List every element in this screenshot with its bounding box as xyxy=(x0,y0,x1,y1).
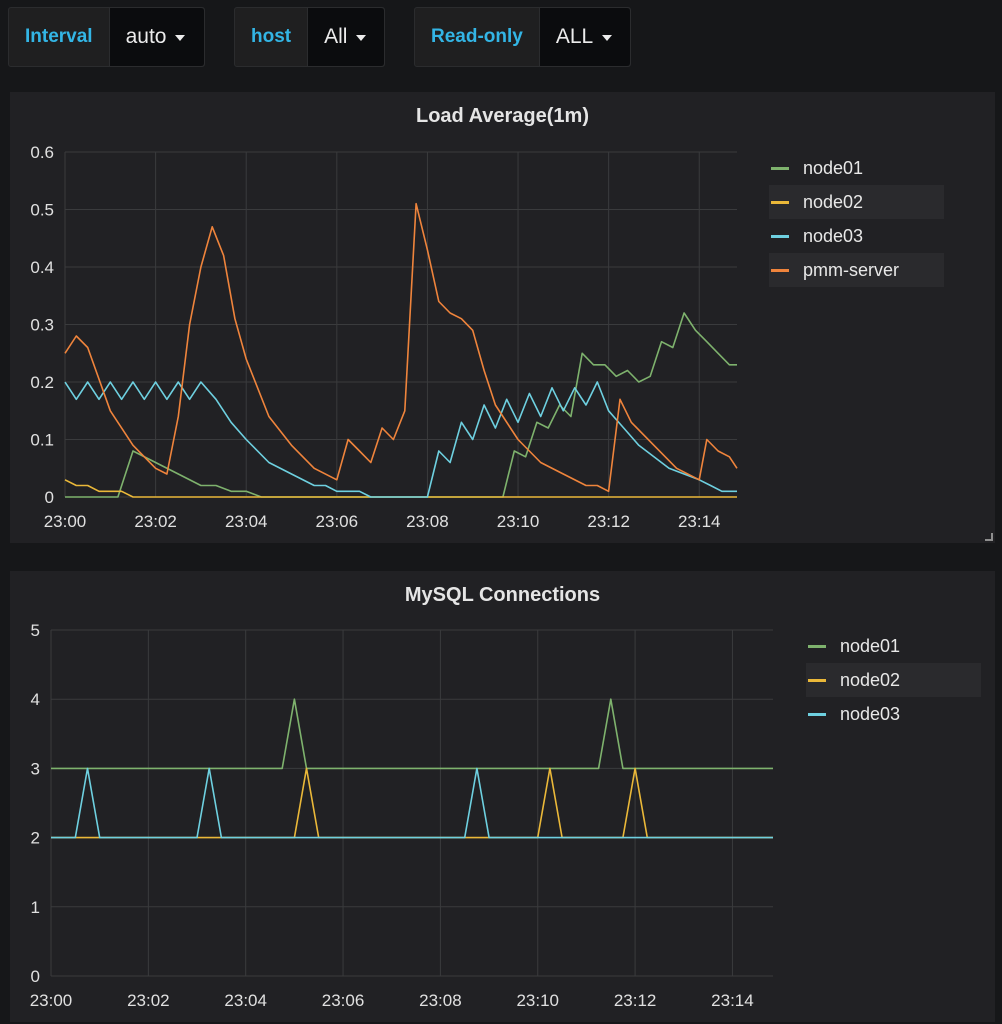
y-tick-label: 3 xyxy=(31,759,40,778)
y-tick-label: 0.3 xyxy=(30,316,54,335)
legend: node01 node02 node03 pmm-server xyxy=(769,151,944,287)
x-tick-label: 23:06 xyxy=(316,512,359,531)
y-tick-label: 0.2 xyxy=(30,373,54,392)
x-tick-label: 23:02 xyxy=(127,991,170,1010)
y-tick-label: 0.6 xyxy=(30,143,54,162)
legend-label: node02 xyxy=(840,669,901,690)
legend-item-node01[interactable]: node01 xyxy=(769,151,944,185)
x-tick-label: 23:04 xyxy=(225,512,268,531)
legend-label: node01 xyxy=(840,635,901,656)
legend-swatch xyxy=(808,678,826,682)
mysql-connections-panel: MySQL Connections 0 1 2 3 4 5 23:00 23:02 23:04 2… xyxy=(10,571,995,1022)
interval-dropdown[interactable]: auto xyxy=(108,8,204,66)
host-variable: host All xyxy=(234,7,386,67)
host-label: host xyxy=(251,26,292,47)
legend-item-node02[interactable]: node02 xyxy=(769,185,944,219)
legend-item-node03[interactable]: node03 xyxy=(806,697,981,731)
x-tick-label: 23:00 xyxy=(44,512,87,531)
y-tick-label: 0 xyxy=(45,488,54,507)
chevron-down-icon xyxy=(175,35,186,41)
legend-label: node03 xyxy=(840,703,901,724)
chevron-down-icon xyxy=(356,35,367,41)
load-average-chart: 0 0.1 0.2 0.3 0.4 0.5 0.6 23:00 23:02 23:04 23:06 2… xyxy=(30,143,738,531)
legend-item-pmm-server[interactable]: pmm-server xyxy=(769,253,944,287)
legend-swatch xyxy=(808,644,826,648)
series-line-node03 xyxy=(64,381,737,498)
resize-handle[interactable] xyxy=(985,533,993,541)
y-tick-label: 0 xyxy=(31,967,40,986)
legend-swatch xyxy=(771,166,789,170)
interval-value: auto xyxy=(125,25,167,48)
x-tick-label: 23:12 xyxy=(587,512,630,531)
series-line-node01 xyxy=(65,312,737,498)
read-only-variable: Read-only ALL xyxy=(414,7,631,67)
load-average-panel: Load Average(1m) 0 0.1 0.2 0.3 0.4 0.5 0.6 23:0… xyxy=(10,92,995,543)
x-tick-label: 23:00 xyxy=(30,991,73,1010)
legend-swatch xyxy=(771,268,789,272)
series-line-node02 xyxy=(51,767,773,839)
legend-swatch xyxy=(771,200,789,204)
legend-label: node02 xyxy=(803,191,864,212)
x-tick-label: 23:10 xyxy=(497,512,540,531)
legend-swatch xyxy=(808,712,826,716)
chevron-down-icon xyxy=(602,35,613,41)
y-tick-label: 4 xyxy=(31,690,40,709)
y-tick-label: 0.1 xyxy=(30,431,54,450)
y-tick-label: 5 xyxy=(31,621,40,640)
x-tick-label: 23:12 xyxy=(614,991,657,1010)
legend-label: node01 xyxy=(803,157,864,178)
x-tick-label: 23:14 xyxy=(678,512,721,531)
x-tick-label: 23:06 xyxy=(322,991,365,1010)
legend-item-node02[interactable]: node02 xyxy=(806,663,981,697)
legend-item-node01[interactable]: node01 xyxy=(806,629,981,663)
host-value: All xyxy=(324,25,348,48)
series-line-pmm-server xyxy=(64,202,738,493)
interval-variable: Interval auto xyxy=(8,7,205,67)
x-tick-label: 23:04 xyxy=(224,991,267,1010)
read-only-dropdown[interactable]: ALL xyxy=(538,8,630,66)
series-line-node01 xyxy=(51,698,773,770)
legend-label: pmm-server xyxy=(803,259,900,280)
x-tick-label: 23:08 xyxy=(406,512,449,531)
y-tick-label: 2 xyxy=(31,829,40,848)
legend-label: node03 xyxy=(803,225,864,246)
read-only-value: ALL xyxy=(555,25,594,48)
panel-title[interactable]: MySQL Connections xyxy=(404,584,601,606)
legend-swatch xyxy=(771,234,789,238)
x-tick-label: 23:14 xyxy=(711,991,754,1010)
host-dropdown[interactable]: All xyxy=(307,8,385,66)
x-tick-label: 23:08 xyxy=(419,991,462,1010)
read-only-label: Read-only xyxy=(431,26,523,47)
y-tick-label: 1 xyxy=(31,898,40,917)
legend: node01 node02 node03 xyxy=(806,629,981,731)
y-tick-label: 0.5 xyxy=(30,201,54,220)
interval-label: Interval xyxy=(25,26,93,47)
panel-title[interactable]: Load Average(1m) xyxy=(415,105,589,127)
series-line-node02 xyxy=(64,479,737,498)
x-tick-label: 23:02 xyxy=(134,512,177,531)
mysql-connections-chart: 0 1 2 3 4 5 23:00 23:02 23:04 23:06 23:08 23:10 23:1… xyxy=(30,621,773,1010)
x-tick-label: 23:10 xyxy=(516,991,559,1010)
y-tick-label: 0.4 xyxy=(30,258,54,277)
legend-item-node03[interactable]: node03 xyxy=(769,219,944,253)
series-line-node03 xyxy=(51,767,773,839)
